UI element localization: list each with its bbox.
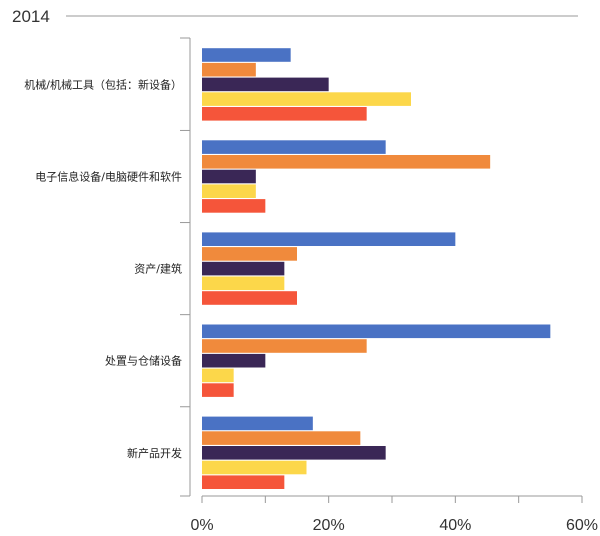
bar-5-3 <box>202 446 386 460</box>
bars-group <box>202 48 551 489</box>
category-label: 电子信息设备/电脑硬件和软件 <box>35 170 182 184</box>
bar-2-2 <box>202 155 491 169</box>
bar-2-1 <box>202 140 386 154</box>
x-tick-label: 20% <box>313 517 345 534</box>
x-tick-label: 40% <box>439 517 471 534</box>
chart-title: 2014 <box>12 7 50 26</box>
bar-2-5 <box>202 199 266 213</box>
bar-3-3 <box>202 261 285 276</box>
x-tick-label: 0% <box>190 517 213 534</box>
bar-4-5 <box>202 383 234 397</box>
bar-2-3 <box>202 169 256 184</box>
bar-1-1 <box>202 48 291 62</box>
category-label: 新产品开发 <box>127 446 182 460</box>
bar-5-5 <box>202 475 285 489</box>
bar-3-2 <box>202 247 297 261</box>
bar-4-4 <box>202 368 234 383</box>
bar-1-5 <box>202 107 367 121</box>
bar-1-2 <box>202 62 256 77</box>
bar-5-2 <box>202 431 361 445</box>
bar-4-2 <box>202 339 367 353</box>
bar-5-4 <box>202 460 307 475</box>
bar-1-4 <box>202 92 411 106</box>
category-label: 处置与仓储设备 <box>105 354 182 368</box>
bar-3-4 <box>202 276 285 291</box>
x-axis: 0% 20% 40% 60% <box>190 495 598 534</box>
bar-3-5 <box>202 291 297 305</box>
bar-1-3 <box>202 77 329 92</box>
bar-2-4 <box>202 184 256 198</box>
bar-3-1 <box>202 232 456 246</box>
category-label: 资产/建筑 <box>134 262 182 276</box>
bar-4-3 <box>202 353 266 368</box>
category-axis: 机械/机械工具（包括：新设备） 电子信息设备/电脑硬件和软件资产/建筑处置与仓储设… <box>24 37 191 497</box>
bar-5-1 <box>202 416 313 431</box>
category-label: 机械/机械工具（包括：新设备） <box>24 77 182 91</box>
x-tick-label: 60% <box>566 517 598 534</box>
bar-4-1 <box>202 324 551 339</box>
